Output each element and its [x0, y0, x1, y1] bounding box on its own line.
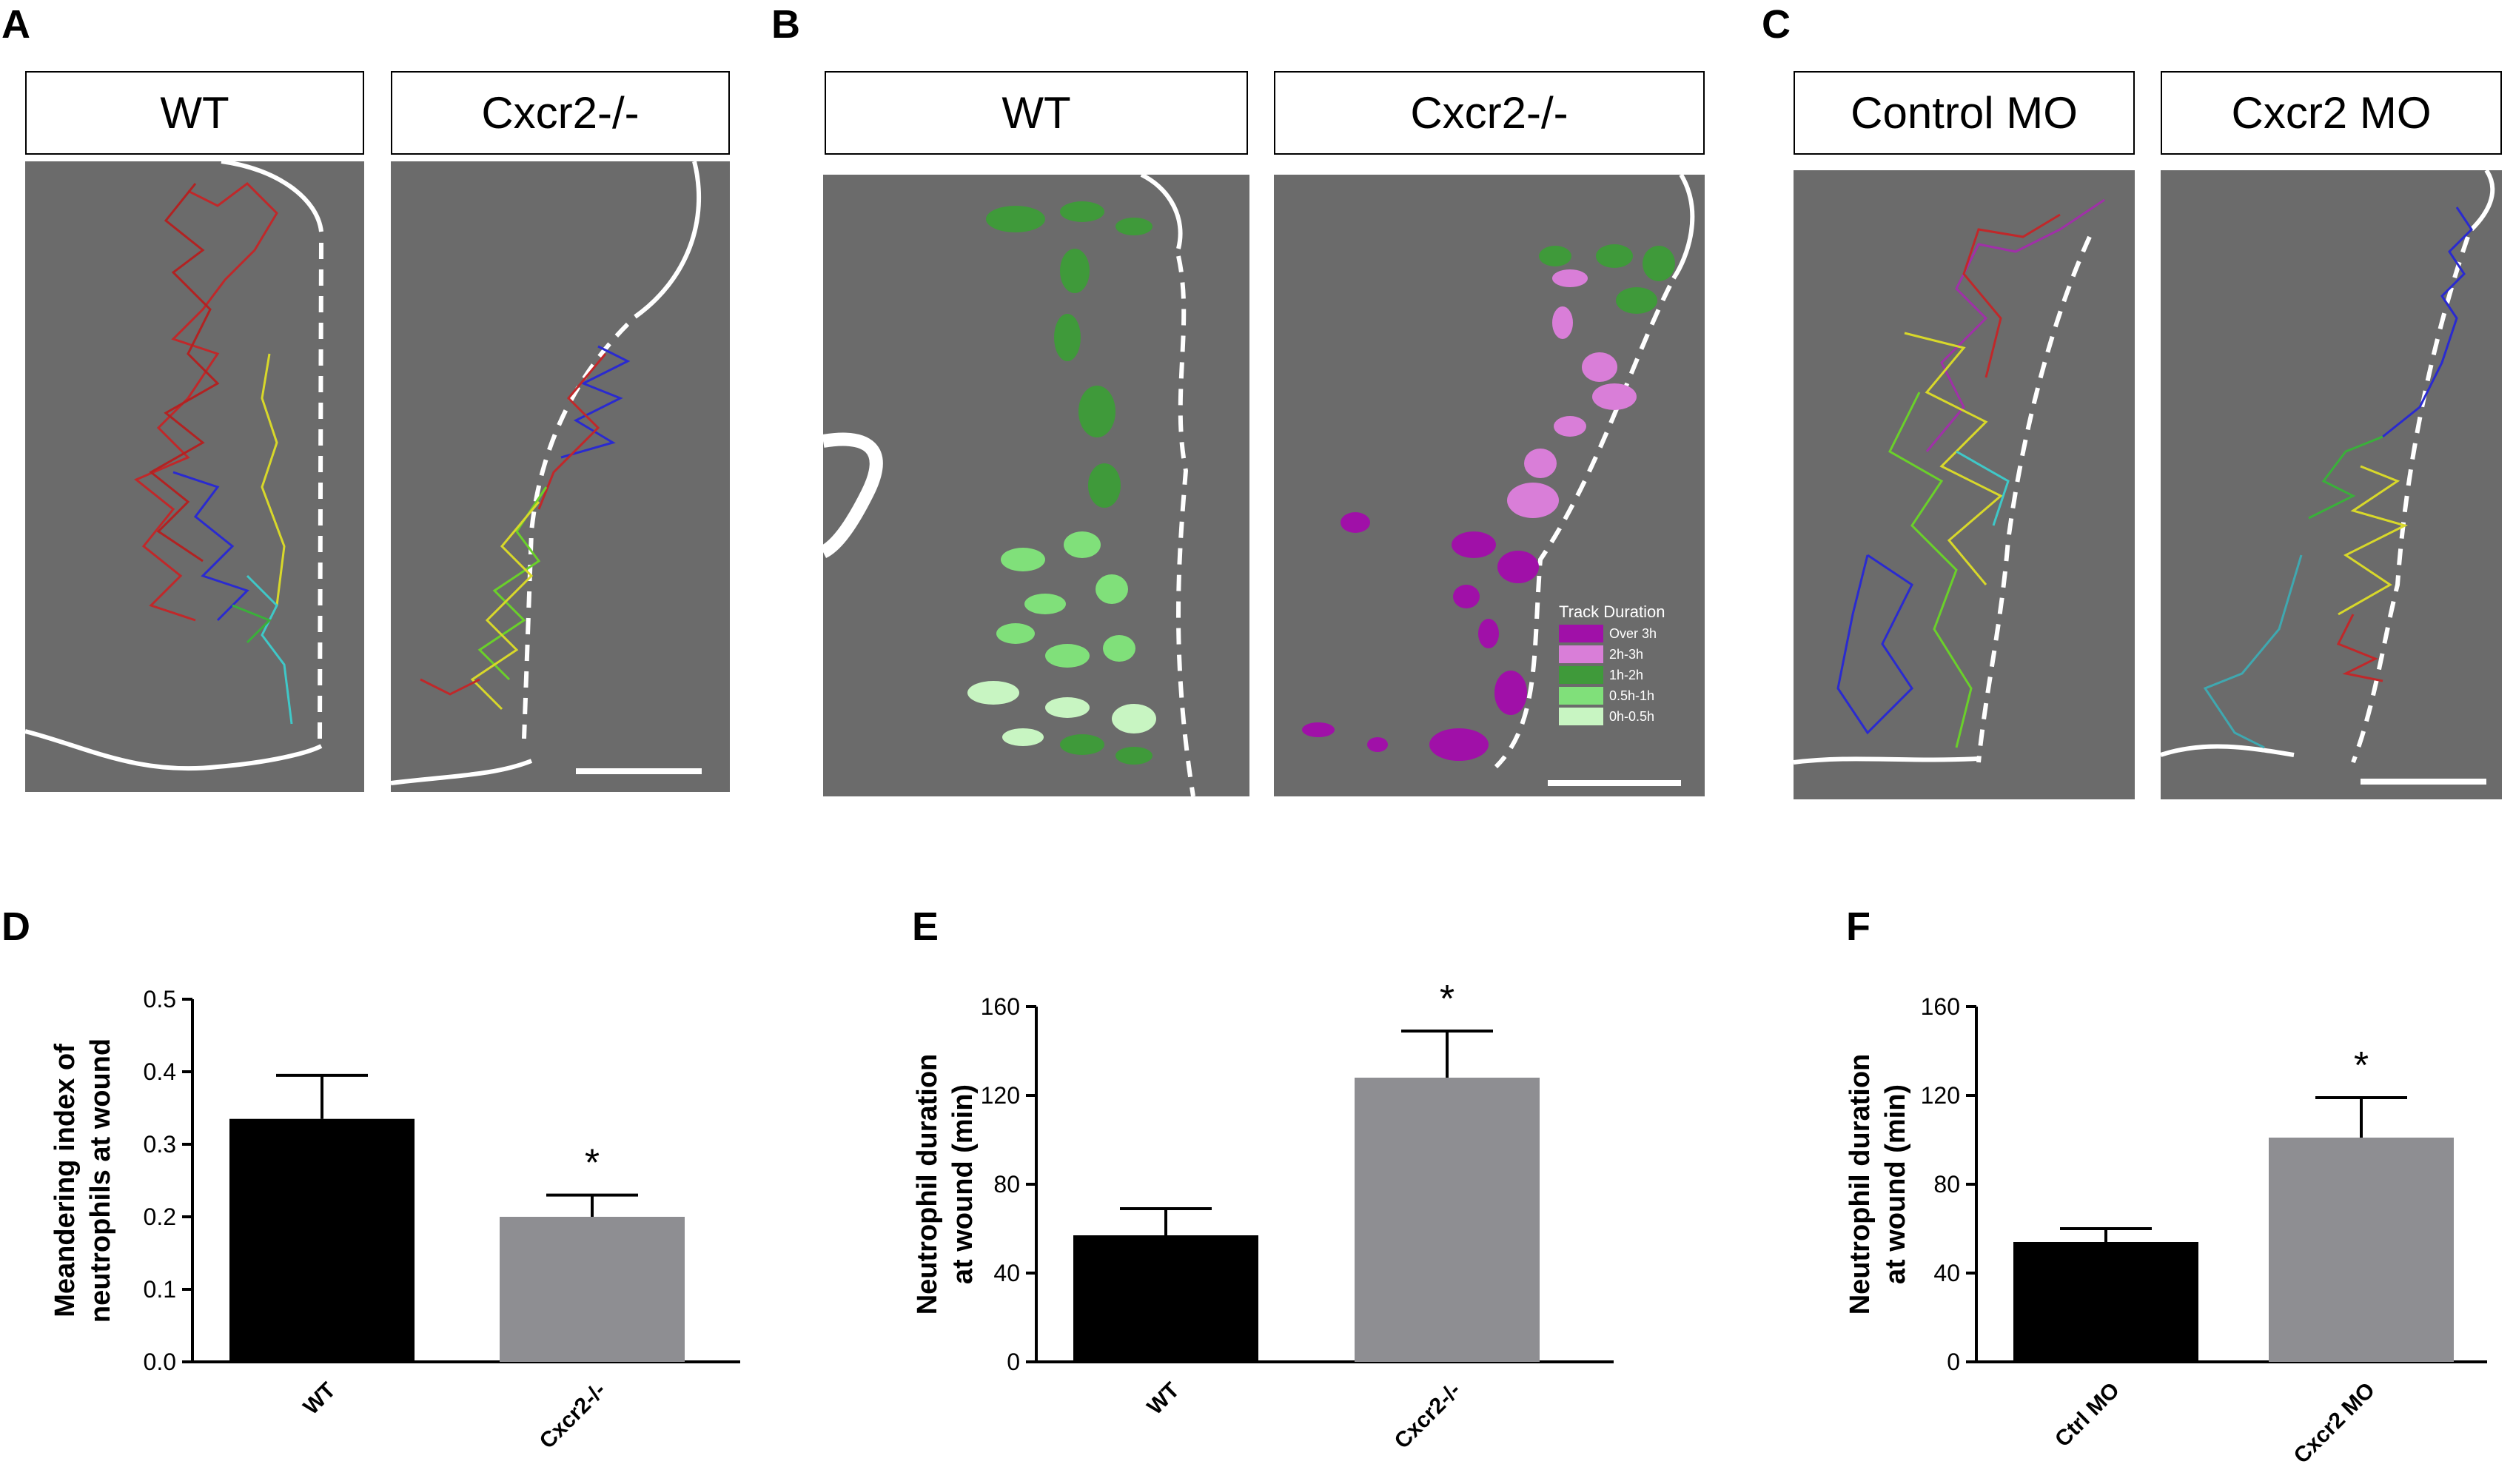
scale-bar	[2361, 779, 2486, 785]
legend-label: Over 3h	[1609, 625, 1657, 641]
category-label: Cxcr2-/-	[535, 1378, 611, 1454]
y-tick-label: 40	[993, 1260, 1020, 1286]
bar-0	[1073, 1235, 1258, 1362]
significance-star: *	[2354, 1044, 2369, 1087]
legend-label: 0.5h-1h	[1609, 688, 1655, 703]
header-label: WT	[1001, 88, 1071, 138]
legend-swatch	[1559, 625, 1603, 642]
panel-letter-c: C	[1762, 2, 1791, 47]
significance-star: *	[1440, 978, 1455, 1021]
panel-letter-e: E	[912, 904, 939, 949]
header-label: Cxcr2 MO	[2231, 88, 2432, 138]
track-duration-legend: Track Duration Over 3h 2h-3h 1h-2h 0.5h-1h 0…	[1559, 602, 1700, 743]
bar-1	[2269, 1138, 2454, 1362]
y-tick-label: 0.2	[144, 1203, 176, 1230]
y-tick-label: 160	[1921, 993, 1960, 1020]
y-tick-label: 0.4	[144, 1058, 176, 1085]
image-c-control	[1794, 170, 2135, 799]
category-label: Ctrl MO	[2050, 1378, 2124, 1452]
legend-swatch	[1559, 666, 1603, 684]
image-a-wt	[25, 161, 364, 792]
header-label: Cxcr2-/-	[481, 88, 640, 138]
legend-item: 2h-3h	[1559, 645, 1700, 663]
legend-item: 0.5h-1h	[1559, 687, 1700, 705]
bar-1	[1355, 1078, 1540, 1362]
header-a-cxcr2: Cxcr2-/-	[391, 71, 730, 155]
header-label: Control MO	[1851, 88, 2078, 138]
image-b-wt	[823, 175, 1249, 796]
category-label: WT	[299, 1378, 340, 1420]
bar-1	[500, 1217, 685, 1362]
legend-label: 2h-3h	[1609, 646, 1644, 662]
category-label: WT	[1143, 1378, 1184, 1420]
y-tick-label: 0.5	[144, 986, 176, 1013]
legend-item: 1h-2h	[1559, 666, 1700, 684]
scale-bar	[1548, 780, 1681, 786]
y-axis-label: Neutrophil duration	[912, 1054, 943, 1315]
legend-label: 1h-2h	[1609, 667, 1644, 682]
header-a-wt: WT	[25, 71, 364, 155]
legend-title: Track Duration	[1559, 602, 1665, 621]
bar-0	[229, 1118, 415, 1362]
panel-letter-a: A	[1, 2, 30, 47]
bar-0	[2013, 1242, 2198, 1362]
y-axis-label: at wound (min)	[947, 1084, 979, 1284]
y-tick-label: 0.0	[144, 1349, 176, 1375]
y-tick-label: 0.3	[144, 1131, 176, 1158]
y-axis-label: Neutrophil duration	[1845, 1054, 1876, 1315]
panel-letter-b: B	[771, 2, 800, 47]
image-c-cxcr2mo	[2161, 170, 2502, 799]
chart-d: 0.0 0.1 0.2 0.3 0.4 0.5 Meandering index of neu…	[50, 986, 740, 1454]
legend-item: Over 3h	[1559, 625, 1700, 642]
image-b-cxcr2: Track Duration Over 3h 2h-3h 1h-2h 0.5h-1h 0…	[1274, 175, 1705, 796]
significance-star: *	[585, 1142, 600, 1185]
category-label: Cxcr2 MO	[2289, 1378, 2380, 1468]
legend-swatch	[1559, 645, 1603, 663]
y-axis-label: at wound (min)	[1880, 1084, 1911, 1284]
header-b-cxcr2: Cxcr2-/-	[1274, 71, 1705, 155]
header-b-wt: WT	[825, 71, 1248, 155]
category-label: Cxcr2-/-	[1390, 1378, 1466, 1454]
y-tick-label: 80	[1933, 1171, 1960, 1198]
panel-letter-f: F	[1846, 904, 1871, 949]
chart-f: 0 40 80 120 160 Neutrophil duration at wound (…	[1845, 993, 2487, 1468]
legend-item: 0h-0.5h	[1559, 708, 1700, 725]
y-tick-label: 80	[993, 1171, 1020, 1198]
y-tick-label: 0	[1947, 1349, 1960, 1375]
header-label: WT	[160, 88, 229, 138]
y-tick-label: 120	[1921, 1082, 1960, 1109]
header-label: Cxcr2-/-	[1410, 88, 1568, 138]
chart-e: 0 40 80 120 160 Neutrophil duration at wound (…	[912, 978, 1614, 1454]
header-c-control: Control MO	[1794, 71, 2135, 155]
y-tick-label: 0.1	[144, 1276, 176, 1303]
y-tick-label: 160	[981, 993, 1020, 1020]
y-axis-label: Meandering index of	[50, 1044, 81, 1317]
y-tick-label: 40	[1933, 1260, 1960, 1286]
y-axis-label: neutrophils at wound	[85, 1038, 116, 1323]
legend-label: 0h-0.5h	[1609, 708, 1655, 724]
image-a-cxcr2	[391, 161, 730, 792]
panel-letter-d: D	[1, 904, 30, 949]
header-c-cxcr2mo: Cxcr2 MO	[2161, 71, 2502, 155]
y-tick-label: 0	[1007, 1349, 1020, 1375]
legend-swatch	[1559, 708, 1603, 725]
legend-swatch	[1559, 687, 1603, 705]
y-tick-label: 120	[981, 1082, 1020, 1109]
scale-bar	[576, 768, 702, 774]
